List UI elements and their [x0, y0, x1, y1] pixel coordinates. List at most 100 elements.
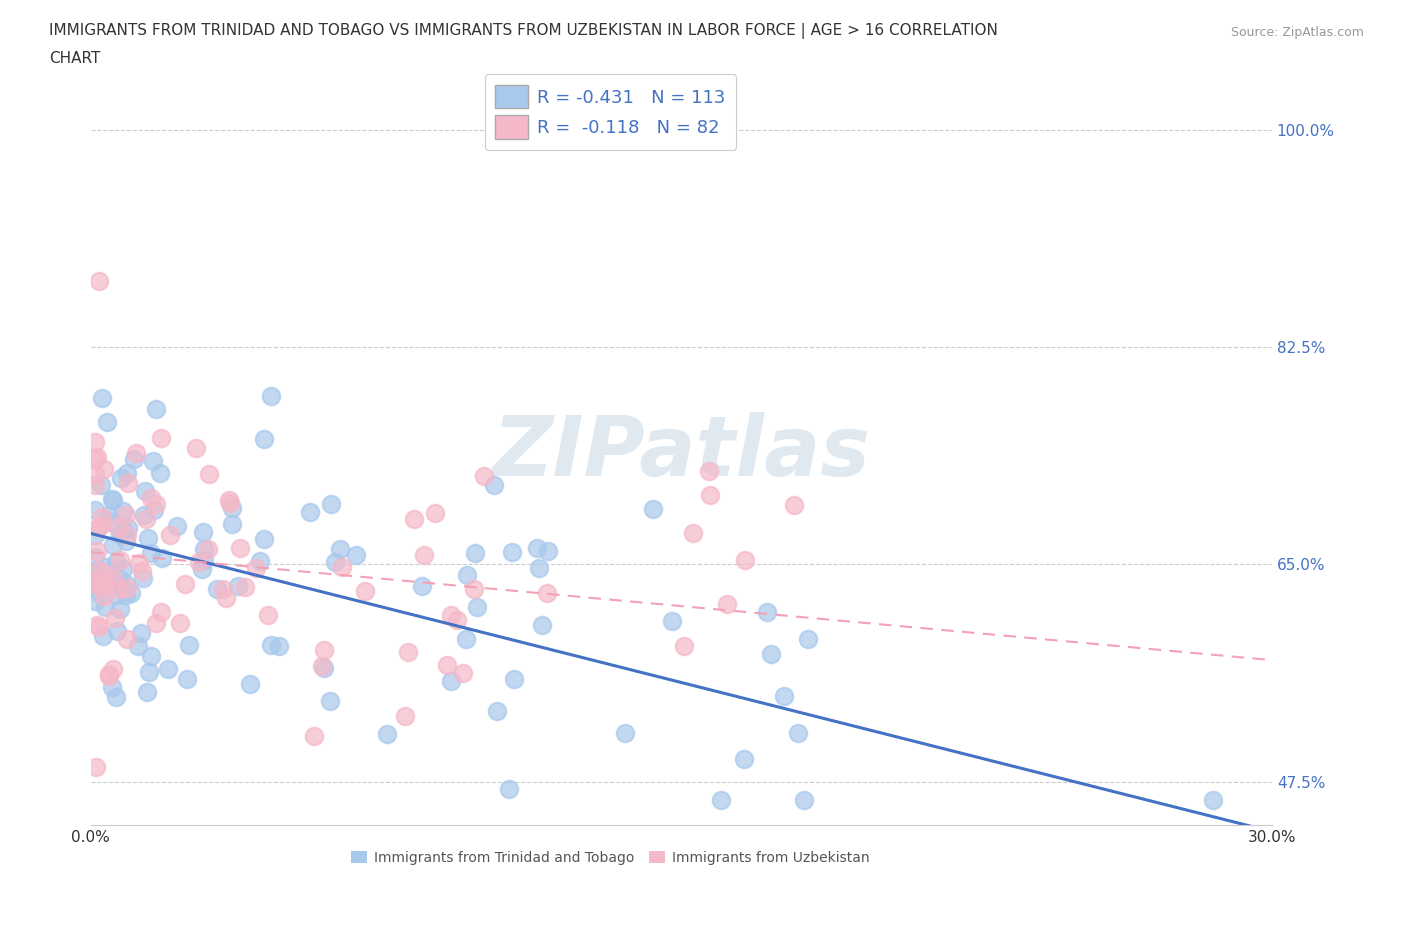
- Point: [122, 452, 145, 467]
- Point: [115, 631, 138, 646]
- Point: [145, 616, 167, 631]
- Point: [83, 434, 105, 449]
- Point: [91, 509, 114, 524]
- Point: [529, 560, 551, 575]
- Point: [83, 467, 105, 482]
- Point: [218, 496, 240, 511]
- Point: [531, 618, 554, 632]
- Point: [112, 562, 135, 577]
- Point: [423, 506, 446, 521]
- Point: [83, 577, 105, 591]
- Point: [159, 528, 181, 543]
- Point: [796, 631, 818, 646]
- Point: [97, 667, 120, 682]
- Point: [101, 538, 124, 552]
- Point: [83, 593, 105, 608]
- Point: [98, 668, 121, 683]
- Point: [169, 616, 191, 631]
- Point: [174, 577, 197, 591]
- Point: [176, 671, 198, 686]
- Point: [84, 760, 107, 775]
- Point: [733, 751, 755, 766]
- Point: [115, 508, 138, 523]
- Point: [787, 725, 810, 740]
- Point: [90, 477, 112, 492]
- Point: [149, 431, 172, 445]
- Point: [463, 581, 485, 596]
- Point: [104, 690, 127, 705]
- Point: [536, 586, 558, 601]
- Point: [93, 589, 115, 604]
- Point: [465, 599, 488, 614]
- Point: [134, 508, 156, 523]
- Point: [115, 465, 138, 480]
- Point: [86, 563, 108, 578]
- Point: [105, 623, 128, 638]
- Point: [259, 637, 281, 652]
- Point: [205, 581, 228, 596]
- Point: [298, 504, 321, 519]
- Point: [142, 454, 165, 469]
- Point: [149, 466, 172, 481]
- Point: [319, 497, 342, 512]
- Point: [641, 501, 664, 516]
- Point: [484, 478, 506, 493]
- Point: [672, 639, 695, 654]
- Point: [256, 607, 278, 622]
- Point: [193, 552, 215, 567]
- Point: [138, 665, 160, 680]
- Point: [127, 638, 149, 653]
- Point: [83, 575, 105, 590]
- Point: [145, 402, 167, 417]
- Point: [83, 503, 105, 518]
- Point: [101, 492, 124, 507]
- Point: [464, 545, 486, 560]
- Point: [125, 446, 148, 461]
- Point: [103, 493, 125, 508]
- Point: [84, 550, 107, 565]
- Point: [793, 793, 815, 808]
- Point: [191, 525, 214, 539]
- Point: [143, 502, 166, 517]
- Text: Source: ZipAtlas.com: Source: ZipAtlas.com: [1230, 26, 1364, 39]
- Point: [141, 546, 163, 561]
- Point: [267, 639, 290, 654]
- Point: [486, 704, 509, 719]
- Point: [83, 573, 105, 588]
- Point: [323, 554, 346, 569]
- Point: [108, 552, 131, 567]
- Point: [97, 508, 120, 523]
- Point: [318, 693, 340, 708]
- Point: [411, 578, 433, 593]
- Point: [330, 559, 353, 574]
- Point: [503, 671, 526, 686]
- Point: [526, 540, 548, 555]
- Point: [253, 432, 276, 446]
- Point: [229, 541, 252, 556]
- Point: [93, 461, 115, 476]
- Point: [755, 604, 778, 619]
- Point: [179, 637, 201, 652]
- Point: [83, 528, 105, 543]
- Point: [193, 542, 215, 557]
- Legend: Immigrants from Trinidad and Tobago, Immigrants from Uzbekistan: Immigrants from Trinidad and Tobago, Imm…: [346, 845, 876, 870]
- Point: [117, 521, 139, 536]
- Point: [87, 520, 110, 535]
- Point: [94, 566, 117, 581]
- Point: [314, 661, 336, 676]
- Point: [145, 497, 167, 512]
- Point: [135, 685, 157, 700]
- Point: [101, 680, 124, 695]
- Point: [233, 579, 256, 594]
- Point: [440, 607, 463, 622]
- Point: [249, 553, 271, 568]
- Point: [108, 576, 131, 591]
- Point: [107, 519, 129, 534]
- Point: [710, 793, 733, 808]
- Point: [404, 512, 426, 526]
- Point: [329, 542, 352, 557]
- Point: [108, 570, 131, 585]
- Point: [110, 471, 132, 485]
- Point: [226, 578, 249, 593]
- Point: [661, 614, 683, 629]
